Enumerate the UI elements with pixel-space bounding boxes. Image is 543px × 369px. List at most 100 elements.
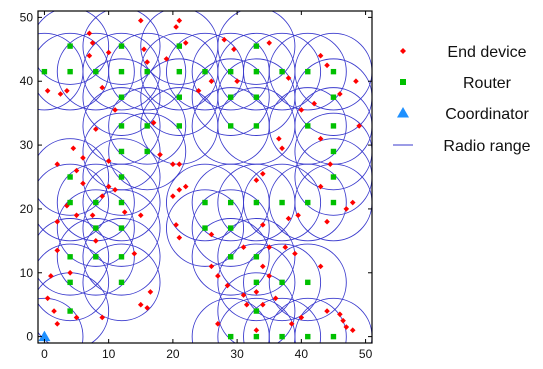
end-device-point	[240, 244, 247, 251]
end-device-point	[260, 222, 266, 228]
end-device-point	[282, 244, 289, 251]
end-device-point	[54, 161, 61, 168]
end-device-point	[93, 126, 99, 132]
end-device-point	[141, 46, 147, 53]
router-point	[144, 123, 150, 129]
end-device-point	[231, 46, 237, 53]
router-point	[253, 68, 260, 75]
radio-range-circle	[82, 243, 161, 322]
router-point	[67, 254, 73, 260]
router-point	[227, 254, 234, 260]
router-point	[144, 148, 150, 155]
radio-range-circle	[268, 243, 347, 322]
router-point	[330, 94, 337, 100]
router-point	[118, 94, 125, 100]
radio-range-circle	[56, 32, 135, 111]
end-device-point	[176, 17, 183, 24]
y-tick-label: 40	[20, 74, 34, 88]
router-point	[118, 174, 125, 180]
router-point	[118, 225, 125, 231]
end-device-point	[176, 161, 183, 168]
end-device-point	[288, 321, 295, 327]
router-point	[279, 199, 285, 206]
x-tick-label: 20	[166, 347, 180, 361]
end-device-point	[337, 91, 343, 97]
radio-range-circle	[217, 11, 296, 85]
router-point	[67, 199, 73, 206]
radio-range-circle	[38, 243, 110, 322]
end-device-point	[80, 180, 86, 187]
router-point	[118, 68, 125, 75]
legend: End device Router Coordinator Radio range	[393, 44, 531, 155]
end-device-point	[137, 301, 144, 308]
router-point	[176, 68, 183, 75]
end-device-point	[170, 193, 176, 199]
end-device-point	[44, 88, 51, 94]
radio-range-circle	[243, 32, 322, 111]
radio-range-circle	[294, 138, 372, 216]
end-device-point	[54, 321, 61, 327]
radio-range-circle	[294, 32, 372, 111]
radio-range-circle	[191, 218, 270, 296]
end-device-point	[195, 88, 202, 94]
end-device-point	[99, 193, 106, 199]
router-point	[279, 68, 285, 75]
radio-range-circle	[217, 272, 296, 343]
end-device-point	[253, 289, 260, 295]
end-device-point	[343, 206, 350, 212]
end-device-point	[243, 301, 250, 308]
end-device-point	[105, 49, 112, 56]
router-point	[227, 199, 234, 206]
router-point	[253, 279, 260, 286]
radio-range-circle	[217, 243, 296, 322]
router-point	[93, 199, 99, 206]
router-point	[118, 279, 125, 286]
y-tick-label: 30	[20, 138, 34, 152]
router-point	[67, 68, 73, 75]
router-point	[253, 308, 260, 314]
legend-label: Router	[463, 75, 512, 92]
end-device-point	[170, 161, 176, 168]
radio-range-circle	[243, 243, 322, 322]
router-point	[227, 68, 234, 75]
end-device-point	[260, 171, 266, 177]
router-point	[330, 333, 337, 340]
end-device-point	[272, 295, 279, 302]
end-device-point	[73, 314, 80, 321]
router-point	[305, 68, 311, 75]
radio-range-circle	[38, 297, 84, 343]
router-point	[227, 333, 234, 340]
radio-range-circle	[268, 32, 347, 111]
end-device-point	[208, 263, 215, 270]
router-point	[330, 148, 337, 155]
router-point	[118, 254, 125, 260]
end-device-point	[173, 24, 179, 30]
end-device-point	[73, 167, 80, 174]
router-point	[176, 94, 183, 100]
end-device-point	[356, 123, 362, 129]
router-point	[67, 43, 73, 49]
radio-range-circle	[82, 163, 161, 242]
radio-range-circle	[82, 32, 161, 111]
end-device-point	[298, 314, 305, 321]
end-device-point	[54, 218, 61, 225]
end-device-point	[157, 151, 163, 158]
end-device-point	[57, 91, 64, 97]
end-device-point	[276, 135, 282, 142]
radio-range-circle	[82, 189, 161, 267]
router-point	[202, 68, 208, 75]
radio-range-circle	[108, 112, 187, 191]
end-device-point	[86, 30, 93, 37]
end-device-point	[173, 222, 179, 228]
end-device-point	[137, 212, 144, 219]
y-tick-label: 20	[20, 202, 34, 216]
end-device-point	[131, 250, 138, 257]
radio-range-circle	[56, 218, 135, 296]
end-device-point	[324, 62, 330, 69]
router-point	[144, 68, 150, 75]
radio-range-circle	[38, 163, 110, 242]
radio-range-circle	[82, 58, 161, 136]
end-device-point	[80, 155, 86, 161]
radio-range-circle	[268, 297, 347, 343]
